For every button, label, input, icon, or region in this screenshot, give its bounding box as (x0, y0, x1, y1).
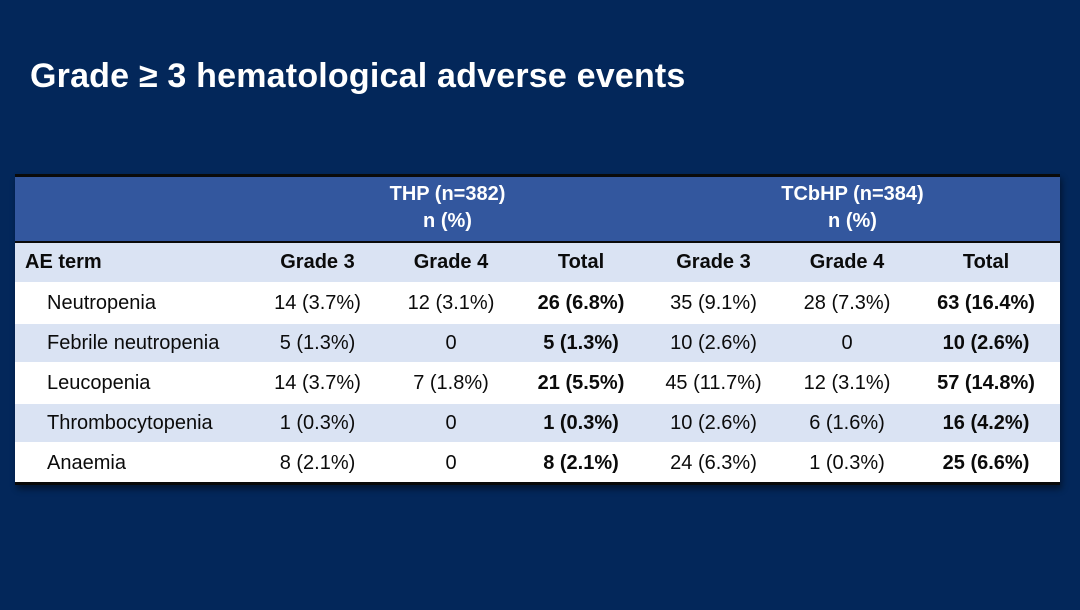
table-row: Leucopenia 14 (3.7%) 7 (1.8%) 21 (5.5%) … (15, 362, 1060, 402)
table-row: Anaemia 8 (2.1%) 0 8 (2.1%) 24 (6.3%) 1 … (15, 442, 1060, 482)
value-cell: 10 (2.6%) (645, 322, 782, 362)
column-header-ae-term: AE term (15, 243, 250, 282)
total-cell: 1 (0.3%) (517, 402, 645, 442)
group-header-row: THP (n=382) n (%) TCbHP (n=384) n (%) (15, 177, 1060, 243)
ae-term-cell: Leucopenia (15, 362, 250, 402)
group-header-tcbhp-line1: TCbHP (n=384) (781, 183, 924, 205)
table-row: Neutropenia 14 (3.7%) 12 (3.1%) 26 (6.8%… (15, 282, 1060, 322)
value-cell: 28 (7.3%) (782, 282, 912, 322)
total-cell: 57 (14.8%) (912, 362, 1060, 402)
value-cell: 0 (385, 402, 517, 442)
total-cell: 16 (4.2%) (912, 402, 1060, 442)
total-cell: 21 (5.5%) (517, 362, 645, 402)
value-cell: 14 (3.7%) (250, 282, 385, 322)
value-cell: 7 (1.8%) (385, 362, 517, 402)
value-cell: 8 (2.1%) (250, 442, 385, 482)
value-cell: 10 (2.6%) (645, 402, 782, 442)
total-cell: 10 (2.6%) (912, 322, 1060, 362)
column-header-thp-total: Total (517, 243, 645, 282)
group-header-thp-line1: THP (n=382) (389, 183, 506, 205)
column-header-row: AE term Grade 3 Grade 4 Total Grade 3 Gr… (15, 243, 1060, 282)
group-header-tcbhp-line2: n (%) (828, 210, 877, 232)
total-cell: 8 (2.1%) (517, 442, 645, 482)
value-cell: 35 (9.1%) (645, 282, 782, 322)
total-cell: 63 (16.4%) (912, 282, 1060, 322)
group-header-tcbhp: TCbHP (n=384) n (%) (645, 177, 1060, 243)
page-title: Grade ≥ 3 hematological adverse events (30, 57, 686, 95)
column-header-tcbhp-grade3: Grade 3 (645, 243, 782, 282)
value-cell: 5 (1.3%) (250, 322, 385, 362)
value-cell: 24 (6.3%) (645, 442, 782, 482)
table-row: Thrombocytopenia 1 (0.3%) 0 1 (0.3%) 10 … (15, 402, 1060, 442)
column-header-thp-grade3: Grade 3 (250, 243, 385, 282)
value-cell: 6 (1.6%) (782, 402, 912, 442)
total-cell: 26 (6.8%) (517, 282, 645, 322)
ae-term-cell: Anaemia (15, 442, 250, 482)
ae-term-cell: Thrombocytopenia (15, 402, 250, 442)
adverse-events-table: THP (n=382) n (%) TCbHP (n=384) n (%) AE… (15, 174, 1060, 485)
value-cell: 0 (782, 322, 912, 362)
column-header-thp-grade4: Grade 4 (385, 243, 517, 282)
value-cell: 12 (3.1%) (782, 362, 912, 402)
table-row: Febrile neutropenia 5 (1.3%) 0 5 (1.3%) … (15, 322, 1060, 362)
value-cell: 0 (385, 322, 517, 362)
ae-term-cell: Neutropenia (15, 282, 250, 322)
column-header-tcbhp-grade4: Grade 4 (782, 243, 912, 282)
value-cell: 14 (3.7%) (250, 362, 385, 402)
column-header-tcbhp-total: Total (912, 243, 1060, 282)
value-cell: 0 (385, 442, 517, 482)
group-header-thp-line2: n (%) (423, 210, 472, 232)
value-cell: 12 (3.1%) (385, 282, 517, 322)
total-cell: 5 (1.3%) (517, 322, 645, 362)
value-cell: 1 (0.3%) (250, 402, 385, 442)
value-cell: 45 (11.7%) (645, 362, 782, 402)
total-cell: 25 (6.6%) (912, 442, 1060, 482)
group-header-spacer (15, 177, 250, 243)
group-header-thp: THP (n=382) n (%) (250, 177, 645, 243)
value-cell: 1 (0.3%) (782, 442, 912, 482)
ae-term-cell: Febrile neutropenia (15, 322, 250, 362)
